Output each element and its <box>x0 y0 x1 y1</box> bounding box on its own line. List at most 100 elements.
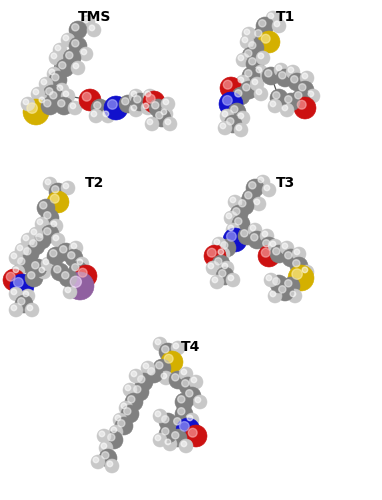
Circle shape <box>129 103 143 117</box>
Circle shape <box>261 248 270 257</box>
Circle shape <box>288 265 314 291</box>
Circle shape <box>82 92 91 101</box>
Circle shape <box>101 109 115 123</box>
Circle shape <box>254 87 268 101</box>
Circle shape <box>255 30 262 37</box>
Circle shape <box>285 96 292 103</box>
Circle shape <box>193 395 207 409</box>
Circle shape <box>187 415 193 420</box>
Circle shape <box>156 362 163 369</box>
Circle shape <box>285 280 292 287</box>
Circle shape <box>156 112 163 119</box>
Circle shape <box>131 383 149 401</box>
Circle shape <box>131 105 137 110</box>
Circle shape <box>296 81 314 99</box>
Circle shape <box>37 199 55 217</box>
Circle shape <box>221 242 228 249</box>
Circle shape <box>268 13 274 18</box>
Circle shape <box>238 227 256 245</box>
Circle shape <box>49 69 55 74</box>
Circle shape <box>44 228 51 235</box>
Circle shape <box>79 89 101 111</box>
Circle shape <box>169 371 187 389</box>
Circle shape <box>270 89 288 107</box>
Circle shape <box>185 425 207 447</box>
Circle shape <box>276 65 282 70</box>
Circle shape <box>280 241 294 255</box>
Circle shape <box>222 263 228 268</box>
Circle shape <box>129 369 143 383</box>
Circle shape <box>258 31 280 53</box>
Circle shape <box>28 272 35 279</box>
Circle shape <box>115 417 133 435</box>
Circle shape <box>77 259 83 264</box>
Circle shape <box>186 390 193 397</box>
Circle shape <box>107 461 113 466</box>
Circle shape <box>155 339 161 344</box>
Circle shape <box>174 418 181 425</box>
Circle shape <box>256 67 262 72</box>
Circle shape <box>123 383 137 397</box>
Circle shape <box>294 249 300 254</box>
Circle shape <box>272 19 286 33</box>
Circle shape <box>124 408 131 415</box>
Circle shape <box>248 231 266 249</box>
Circle shape <box>63 49 81 67</box>
Circle shape <box>37 265 51 279</box>
Circle shape <box>306 89 320 103</box>
Circle shape <box>273 248 280 255</box>
Circle shape <box>13 267 19 272</box>
Circle shape <box>163 117 177 131</box>
Circle shape <box>66 272 94 300</box>
Circle shape <box>50 194 59 203</box>
Circle shape <box>288 67 294 72</box>
Circle shape <box>21 245 39 263</box>
Circle shape <box>153 109 171 127</box>
Circle shape <box>81 15 95 29</box>
Circle shape <box>228 195 242 209</box>
Circle shape <box>23 99 49 125</box>
Circle shape <box>232 215 250 233</box>
Circle shape <box>260 237 278 255</box>
Circle shape <box>143 91 165 113</box>
Circle shape <box>216 247 230 261</box>
Circle shape <box>302 73 308 78</box>
Circle shape <box>224 211 238 225</box>
Circle shape <box>52 186 59 193</box>
Circle shape <box>59 62 66 69</box>
Circle shape <box>270 241 276 246</box>
Circle shape <box>39 267 45 272</box>
Circle shape <box>63 91 69 96</box>
Circle shape <box>47 247 65 265</box>
Circle shape <box>153 409 167 423</box>
Circle shape <box>266 11 280 25</box>
Circle shape <box>131 371 137 376</box>
Circle shape <box>252 27 270 45</box>
Circle shape <box>11 253 17 258</box>
Circle shape <box>161 109 167 114</box>
Circle shape <box>99 431 105 436</box>
Circle shape <box>220 123 226 128</box>
Circle shape <box>218 121 232 135</box>
Circle shape <box>41 225 59 243</box>
Circle shape <box>285 252 292 259</box>
Circle shape <box>266 275 272 280</box>
Circle shape <box>169 429 187 447</box>
Circle shape <box>37 219 43 224</box>
Circle shape <box>279 286 286 293</box>
Circle shape <box>242 37 248 43</box>
Circle shape <box>63 35 69 40</box>
Circle shape <box>61 33 75 47</box>
Circle shape <box>188 428 197 437</box>
Circle shape <box>248 223 262 237</box>
Circle shape <box>18 258 25 265</box>
Circle shape <box>293 260 300 267</box>
Circle shape <box>276 283 294 301</box>
Circle shape <box>29 227 43 241</box>
Circle shape <box>68 252 75 259</box>
Circle shape <box>51 53 57 59</box>
Circle shape <box>172 432 179 439</box>
Circle shape <box>246 55 264 73</box>
Circle shape <box>308 91 314 96</box>
Circle shape <box>215 258 222 265</box>
